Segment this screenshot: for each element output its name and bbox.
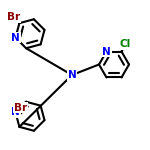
Text: N: N: [11, 107, 20, 117]
Text: N: N: [11, 33, 20, 43]
Text: Br: Br: [7, 12, 20, 22]
Text: Br: Br: [14, 103, 27, 113]
Text: Cl: Cl: [120, 39, 131, 49]
Text: N: N: [102, 46, 111, 57]
Text: N: N: [68, 70, 76, 80]
